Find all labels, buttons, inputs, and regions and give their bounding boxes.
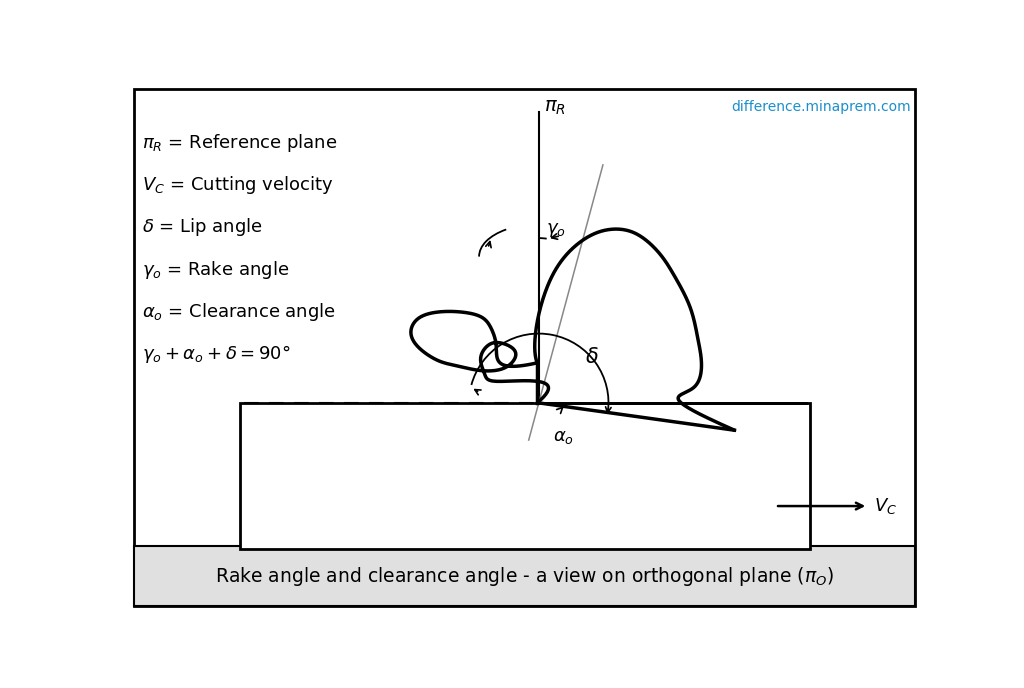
Bar	[241, 403, 810, 549]
Text: $\alpha_o$: $\alpha_o$	[553, 427, 573, 446]
Text: $\pi_R$ = Reference plane: $\pi_R$ = Reference plane	[142, 131, 337, 153]
Text: difference.minaprem.com: difference.minaprem.com	[731, 100, 910, 114]
Text: $\delta$: $\delta$	[586, 347, 599, 367]
Text: $\pi_R$: $\pi_R$	[544, 98, 566, 118]
Text: $V_C$ = Cutting velocity: $V_C$ = Cutting velocity	[142, 174, 334, 196]
Text: $\alpha_o$ = Clearance angle: $\alpha_o$ = Clearance angle	[142, 301, 336, 323]
Bar	[134, 546, 915, 606]
Text: $\delta$ = Lip angle: $\delta$ = Lip angle	[142, 216, 262, 238]
Text: $\gamma_o$ = Rake angle: $\gamma_o$ = Rake angle	[142, 259, 289, 281]
Text: $\gamma_o + \alpha_o + \delta = 90°$: $\gamma_o + \alpha_o + \delta = 90°$	[142, 343, 291, 365]
Text: Rake angle and clearance angle - a view on orthogonal plane ($\pi_O$): Rake angle and clearance angle - a view …	[215, 565, 835, 588]
Text: $\gamma_o$: $\gamma_o$	[547, 221, 566, 239]
Text: $V_C$: $V_C$	[874, 496, 897, 516]
